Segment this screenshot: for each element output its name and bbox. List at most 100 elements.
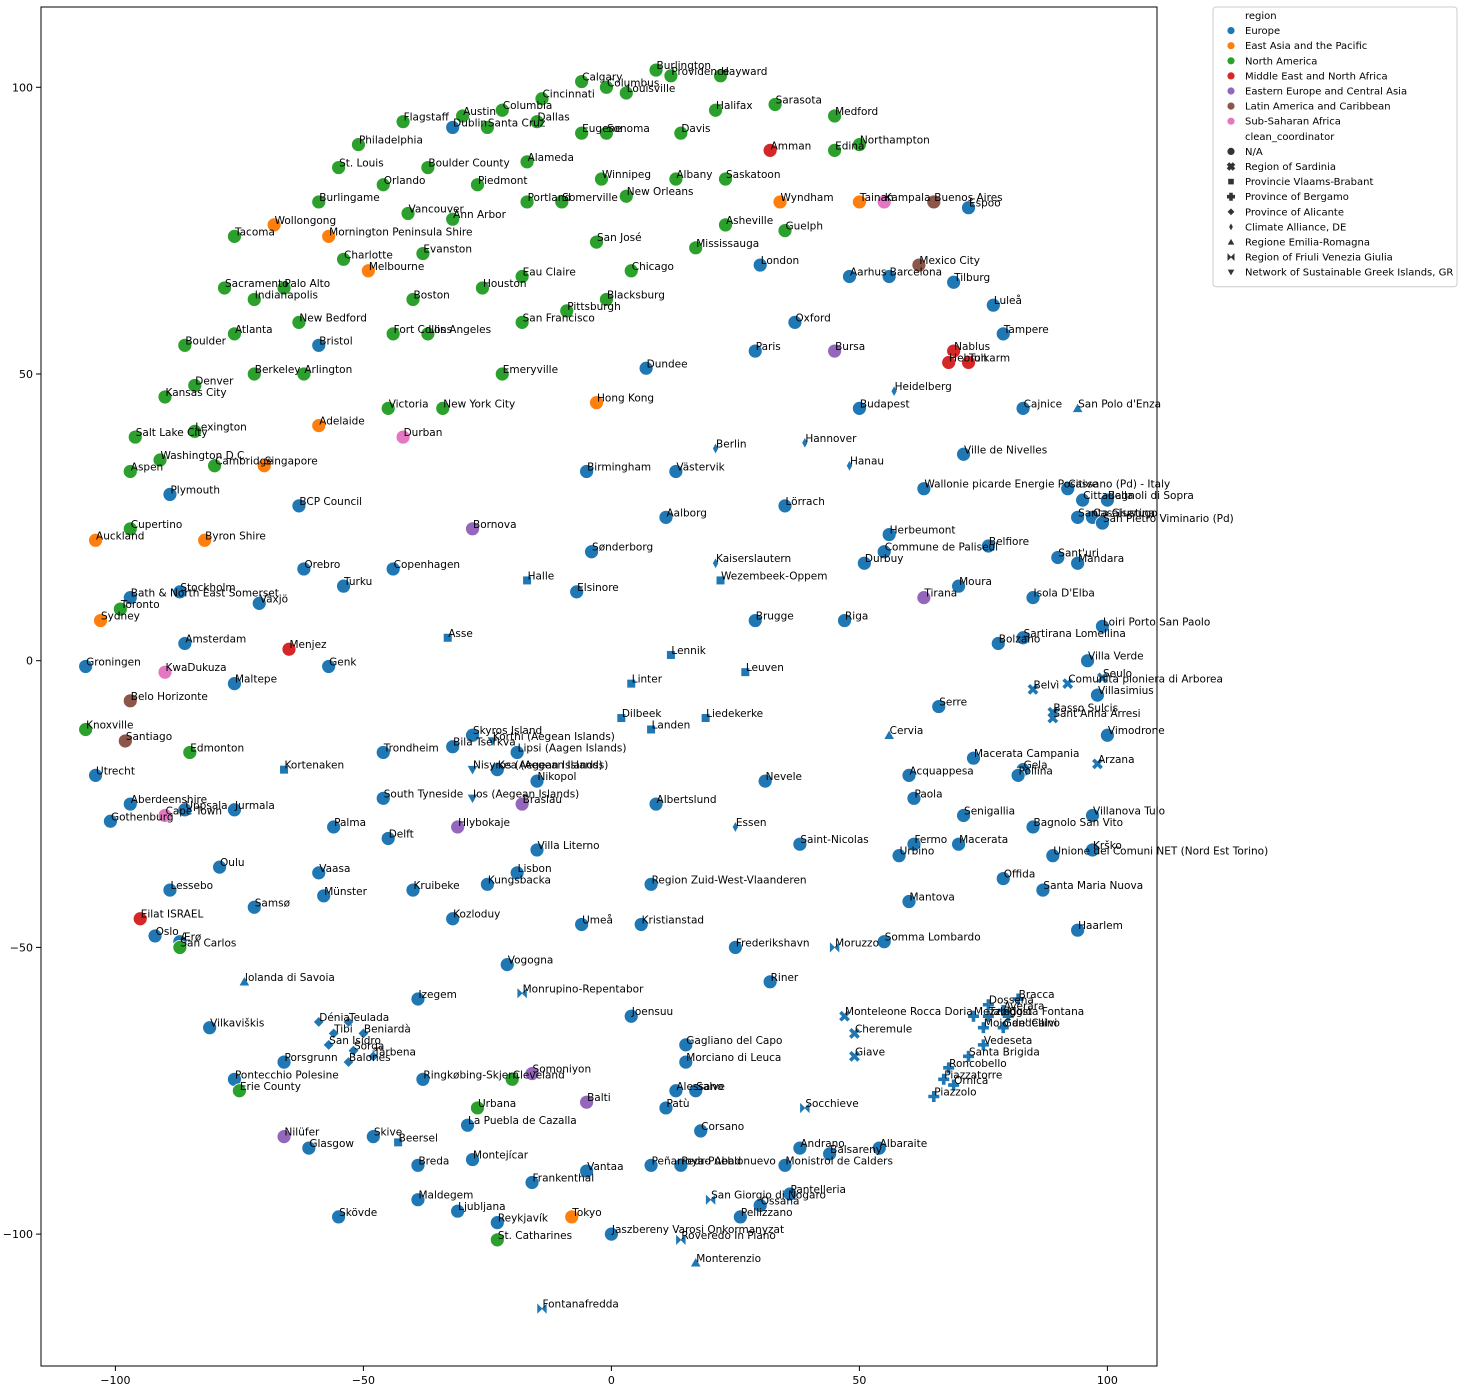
data-point bbox=[460, 1117, 475, 1133]
point-label: Houston bbox=[483, 278, 527, 290]
point-label: London bbox=[761, 255, 800, 267]
data-point bbox=[846, 459, 853, 472]
point-label: Lisbon bbox=[518, 863, 552, 875]
point-label: Albany bbox=[676, 169, 712, 181]
data-point bbox=[311, 337, 327, 353]
point-label: Maltepe bbox=[235, 674, 277, 686]
point-label: Vaasa bbox=[319, 863, 350, 875]
point-label: Paris bbox=[756, 341, 781, 353]
data-point bbox=[321, 659, 337, 674]
point-label: Riner bbox=[771, 972, 799, 984]
data-point bbox=[342, 1056, 355, 1069]
legend-marker bbox=[1226, 56, 1236, 66]
data-point bbox=[604, 1226, 619, 1242]
point-label: Bracca bbox=[1019, 989, 1055, 1001]
data-point bbox=[246, 899, 262, 915]
plot-frame bbox=[40, 6, 1158, 1367]
point-label: Bagnoli di Sopra bbox=[1108, 490, 1194, 502]
point-label: Ios (Aegean Islands) bbox=[473, 788, 579, 800]
point-label: Aspen bbox=[131, 461, 163, 473]
data-point bbox=[1071, 402, 1084, 413]
point-label: Monistrol de Calders bbox=[786, 1155, 893, 1167]
data-point bbox=[489, 762, 505, 778]
point-label: San José bbox=[597, 232, 642, 244]
point-label: Palma bbox=[334, 817, 366, 829]
data-point bbox=[589, 234, 604, 250]
data-point bbox=[757, 773, 773, 789]
data-point bbox=[982, 999, 994, 1011]
point-label: Tokyo bbox=[571, 1207, 601, 1219]
data-point bbox=[906, 836, 922, 852]
data-point bbox=[122, 464, 138, 479]
data-point bbox=[941, 355, 957, 370]
point-label: Gothenburg bbox=[111, 811, 174, 823]
data-point bbox=[529, 114, 545, 130]
data-point bbox=[415, 1071, 431, 1087]
point-label: Breda bbox=[418, 1155, 449, 1167]
point-label: Socchieve bbox=[805, 1098, 858, 1110]
point-label: Roncobello bbox=[949, 1058, 1006, 1070]
data-point bbox=[599, 125, 614, 141]
data-point bbox=[827, 142, 842, 158]
point-label: Victoria bbox=[389, 398, 429, 410]
point-label: Umeå bbox=[582, 913, 613, 926]
data-point bbox=[311, 418, 327, 433]
data-point bbox=[1045, 848, 1061, 864]
point-label: Mexico City bbox=[919, 255, 980, 267]
point-label: Eilat ISRAEL bbox=[141, 909, 204, 921]
data-point bbox=[450, 1203, 466, 1219]
data-point bbox=[534, 91, 550, 107]
data-point bbox=[977, 1039, 989, 1051]
point-label: Sant'uri bbox=[1058, 547, 1099, 559]
point-label: Wollongong bbox=[275, 215, 337, 227]
point-label: Sarasota bbox=[776, 94, 822, 106]
data-point bbox=[951, 836, 966, 852]
point-label: Bristol bbox=[319, 335, 352, 347]
data-point bbox=[238, 975, 251, 987]
legend-entry: Sub-Saharan Africa bbox=[1245, 117, 1341, 128]
point-label: Indianapolis bbox=[255, 289, 318, 301]
data-point bbox=[787, 314, 803, 330]
data-point bbox=[643, 876, 659, 892]
point-label: Belvì bbox=[1034, 679, 1060, 691]
point-label: Charlotte bbox=[344, 249, 393, 261]
legend-entry: Region of Sardinia bbox=[1245, 162, 1336, 173]
point-label: Dilbeek bbox=[622, 708, 663, 720]
data-point bbox=[276, 1054, 292, 1070]
point-label: Samsø bbox=[255, 897, 291, 909]
point-label: Wallonie picarde Energie Positive bbox=[924, 479, 1098, 491]
point-label: New York City bbox=[443, 398, 515, 410]
point-label: Denver bbox=[195, 375, 234, 387]
point-label: Patù bbox=[666, 1098, 689, 1110]
data-point bbox=[822, 1146, 838, 1162]
data-point bbox=[579, 1094, 594, 1110]
point-label: Cervia bbox=[890, 725, 924, 737]
data-point bbox=[1025, 590, 1041, 606]
point-label: Singapore bbox=[265, 456, 318, 468]
data-point bbox=[395, 114, 411, 130]
point-label: Durban bbox=[404, 427, 443, 439]
y-tick-label: −50 bbox=[10, 941, 33, 954]
point-label: Piazzolo bbox=[934, 1086, 976, 1098]
point-label: Monrupino-Repentabor bbox=[523, 983, 644, 995]
point-label: Dundee bbox=[647, 358, 688, 370]
data-point bbox=[673, 125, 689, 141]
data-point bbox=[693, 1123, 709, 1139]
point-label: Amman bbox=[771, 140, 812, 152]
point-label: Nisyros (Aegean Islands) bbox=[473, 760, 603, 772]
data-point bbox=[375, 745, 391, 760]
data-point bbox=[122, 693, 138, 709]
data-point bbox=[752, 1198, 768, 1213]
point-label: Somerville bbox=[562, 192, 618, 204]
point-label: Villa Literno bbox=[538, 840, 600, 852]
legend-marker bbox=[1226, 71, 1236, 81]
point-label: Luleå bbox=[994, 294, 1022, 307]
data-point bbox=[700, 713, 711, 723]
data-point bbox=[891, 848, 907, 864]
data-point bbox=[1062, 678, 1074, 690]
legend-entry: Province of Alicante bbox=[1245, 207, 1344, 218]
point-label: Columbia bbox=[503, 100, 553, 112]
point-label: Winnipeg bbox=[602, 169, 651, 181]
point-label: Münster bbox=[324, 886, 367, 898]
point-label: Skive bbox=[374, 1127, 402, 1139]
